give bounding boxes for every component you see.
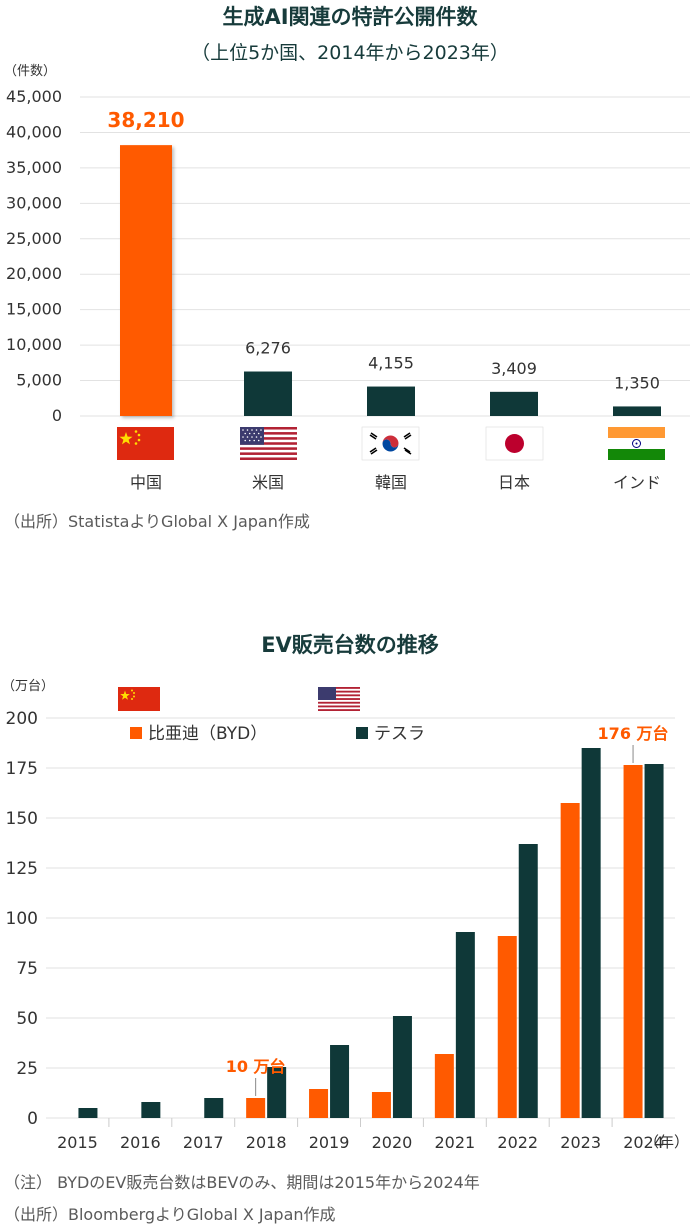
chart1-y-tick: 25,000 [6, 229, 62, 248]
legend-label-byd: 比亜迪（BYD） [148, 724, 267, 744]
legend-swatch-byd [130, 727, 142, 739]
chart1-y-tick: 0 [52, 406, 62, 425]
chart2-annotation-label: 176 万台 [598, 724, 669, 743]
chart2-bar-byd [371, 1092, 391, 1118]
chart2-bar-byd [623, 765, 643, 1118]
chart2-bar-tesla [455, 932, 475, 1118]
chart1-y-axis: 45,000 40,000 35,000 30,000 25,000 20,000 15,0… [6, 87, 62, 425]
chart2-legend: 比亜迪（BYD） テスラ [130, 724, 425, 744]
chart2-y-tick: 200 [6, 709, 38, 729]
chart2-x-tick: 2018 [246, 1133, 287, 1152]
india-flag-icon [608, 427, 665, 460]
chart1-y-tick: 35,000 [6, 158, 62, 177]
korea-flag-icon [361, 426, 420, 461]
legend-swatch-tesla [356, 727, 368, 739]
chart2-x-unit: （年） [644, 1133, 689, 1151]
chart2-y-tick: 150 [6, 809, 38, 829]
chart2-x-tick: 2017 [183, 1133, 224, 1152]
chart1-bar-2 [367, 386, 415, 416]
chart1-y-tick: 20,000 [6, 264, 62, 283]
chart1-y-tick: 10,000 [6, 335, 62, 354]
chart2-y-tick: 125 [6, 859, 38, 879]
chart1-x-tick: 韓国 [375, 473, 407, 492]
chart2-x-tick: 2015 [57, 1133, 98, 1152]
chart2-x-tick: 2024 [623, 1133, 664, 1152]
chart1-value-label: 6,276 [245, 339, 291, 358]
chart2-y-tick: 75 [16, 959, 38, 979]
chart2-x-axis: 2015 2016 2017 2018 2019 2020 2021 2022 2023 2024 [57, 1133, 664, 1152]
chart2-bar-tesla [204, 1098, 224, 1118]
chart2-y-unit: （万台） [2, 679, 54, 694]
chart2-y-tick: 100 [6, 909, 38, 929]
chart2-title: EV販売台数の推移 [261, 633, 439, 657]
chart2-y-axis: 200 175 150 125 100 75 50 25 0 [6, 709, 38, 1129]
chart2-bar-tesla [330, 1045, 350, 1118]
chart1-y-tick: 5,000 [16, 371, 62, 390]
chart2-bars [78, 748, 664, 1118]
chart2-x-tick: 2022 [497, 1133, 538, 1152]
chart2-bar-tesla [518, 844, 538, 1118]
china-flag-icon [118, 687, 160, 711]
chart1-y-tick: 45,000 [6, 87, 62, 106]
chart1-x-tick: インド [613, 473, 661, 492]
chart2-note: （注） BYDのEV販売台数はBEVのみ、期間は2015年から2024年 [4, 1173, 480, 1192]
chart1-value-label: 38,210 [107, 108, 184, 132]
chart1-bars [120, 145, 661, 417]
chart2-bar-byd [560, 803, 580, 1118]
chart2-bar-byd [246, 1098, 266, 1118]
chart2-y-tick: 175 [6, 759, 38, 779]
chart2-annotations: 10 万台 176 万台 [226, 724, 669, 1096]
chart1-bar-1 [244, 371, 292, 416]
chart2-y-tick: 25 [16, 1059, 38, 1079]
chart1-x-tick: 日本 [498, 473, 530, 492]
usa-flag-icon [240, 427, 297, 460]
chart2-y-tick: 50 [16, 1009, 38, 1029]
chart1-source: （出所）StatistaよりGlobal X Japan作成 [4, 512, 310, 531]
chart1-y-unit: （件数） [4, 64, 56, 79]
chart2-x-tick: 2016 [120, 1133, 161, 1152]
chart2-gridlines [46, 717, 675, 1127]
chart1-x-tick: 中国 [130, 473, 162, 492]
patent-chart: 生成AI関連の特許公開件数 （上位5か国、2014年から2023年） （件数） … [4, 5, 690, 531]
chart1-value-label: 1,350 [614, 373, 660, 392]
ev-sales-chart: EV販売台数の推移 （万台） 比亜迪（BYD） テスラ [2, 633, 689, 1224]
chart1-value-label: 3,409 [491, 359, 537, 378]
chart1-bar-0 [120, 145, 172, 417]
chart1-title: 生成AI関連の特許公開件数 [222, 5, 478, 29]
chart1-value-labels: 38,210 6,276 4,155 3,409 1,350 [107, 108, 660, 392]
usa-flag-icon [318, 687, 360, 711]
chart1-y-tick: 15,000 [6, 300, 62, 319]
chart1-y-tick: 30,000 [6, 193, 62, 212]
chart1-subtitle: （上位5か国、2014年から2023年） [191, 42, 509, 64]
chart2-bar-tesla [392, 1016, 412, 1118]
chart1-y-tick: 40,000 [6, 122, 62, 141]
chart2-x-tick: 2020 [372, 1133, 413, 1152]
chart2-x-tick: 2023 [560, 1133, 601, 1152]
chart1-gridlines [80, 96, 690, 417]
chart2-y-tick: 0 [27, 1109, 38, 1129]
chart1-bar-3 [490, 391, 538, 416]
chart2-annotation-label: 10 万台 [226, 1057, 286, 1076]
chart1-x-tick: 米国 [252, 473, 284, 492]
chart2-x-tick: 2019 [309, 1133, 350, 1152]
legend-label-tesla: テスラ [374, 724, 425, 744]
chart2-bar-byd [497, 936, 517, 1118]
chart2-bar-tesla [267, 1067, 287, 1118]
chart2-bar-tesla [581, 748, 601, 1118]
chart2-bar-tesla [644, 764, 664, 1118]
chart2-bar-byd [434, 1054, 454, 1118]
china-flag-icon [117, 427, 174, 460]
japan-flag-icon [485, 426, 544, 461]
chart2-bar-tesla [141, 1102, 161, 1118]
chart1-value-label: 4,155 [368, 354, 414, 373]
chart1-x-axis: 中国 米国 韓国 日本 インド [130, 473, 661, 492]
chart2-bar-byd [309, 1089, 329, 1118]
chart2-x-tick: 2021 [434, 1133, 475, 1152]
chart2-source: （出所）BloombergよりGlobal X Japan作成 [4, 1205, 336, 1224]
chart1-bar-4 [613, 406, 661, 416]
chart2-bar-tesla [78, 1108, 98, 1118]
